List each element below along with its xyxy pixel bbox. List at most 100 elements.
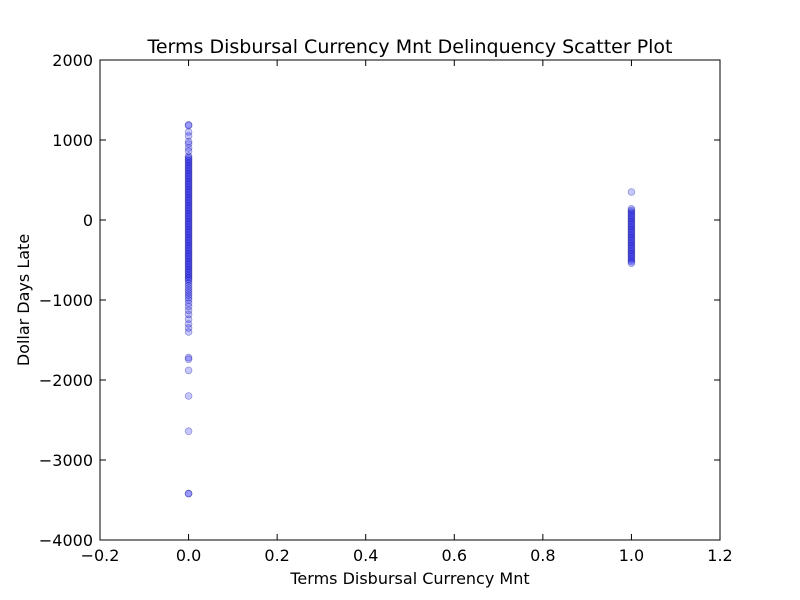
data-point xyxy=(184,182,193,191)
data-point xyxy=(627,246,636,255)
y-axis-label: Dollar Days Late xyxy=(14,234,33,366)
data-point xyxy=(184,163,193,172)
data-point xyxy=(184,281,193,290)
data-point xyxy=(184,256,193,264)
data-point xyxy=(627,217,636,226)
data-point xyxy=(184,252,193,261)
data-point xyxy=(184,171,193,180)
data-point xyxy=(184,324,193,332)
data-point xyxy=(184,241,193,250)
data-point xyxy=(184,279,193,288)
data-point xyxy=(184,206,193,215)
data-point xyxy=(184,205,193,213)
data-point xyxy=(184,121,193,130)
data-point xyxy=(184,219,193,228)
data-point xyxy=(184,246,193,255)
data-point xyxy=(184,225,193,234)
data-point xyxy=(184,181,193,189)
data-point xyxy=(184,155,193,164)
data-point xyxy=(184,248,193,256)
y-tick-label: 2000 xyxy=(52,51,93,70)
data-point xyxy=(184,224,193,232)
data-point xyxy=(184,193,193,202)
data-point xyxy=(184,189,193,197)
data-point xyxy=(184,265,193,274)
data-point xyxy=(184,275,193,284)
data-point xyxy=(184,235,193,244)
data-point xyxy=(627,224,636,232)
x-tick-label: −0.2 xyxy=(81,546,120,565)
data-point xyxy=(627,214,636,223)
plot-frame xyxy=(99,59,721,541)
data-point xyxy=(184,168,193,176)
data-point xyxy=(184,270,193,279)
data-point xyxy=(627,252,636,261)
data-point xyxy=(627,211,636,220)
data-point xyxy=(184,165,193,173)
data-point xyxy=(184,328,193,336)
data-point xyxy=(184,211,193,220)
y-tick-label: 0 xyxy=(83,211,93,230)
data-point xyxy=(627,248,636,256)
data-point xyxy=(184,427,193,436)
data-point xyxy=(627,240,636,248)
data-point xyxy=(627,188,636,196)
data-point xyxy=(627,216,636,224)
data-points xyxy=(184,121,636,498)
data-point xyxy=(184,158,193,167)
data-point xyxy=(184,296,193,304)
data-point xyxy=(184,302,193,311)
data-point xyxy=(627,225,636,234)
data-point xyxy=(184,315,193,324)
data-point xyxy=(184,214,193,223)
data-point xyxy=(184,237,193,245)
data-point xyxy=(184,121,193,129)
y-tick-label: 1000 xyxy=(52,131,93,150)
data-point xyxy=(184,144,193,152)
data-point xyxy=(184,243,193,252)
axis-ticks: −0.2 0.0 0.2 0.4 0.6 0.8 1.0 1.2 2000 1000 0 −1000 −… xyxy=(39,51,733,565)
x-tick-label: 0.8 xyxy=(530,546,555,565)
data-point xyxy=(184,174,193,183)
data-point xyxy=(184,245,193,253)
data-point xyxy=(184,249,193,258)
data-point xyxy=(184,208,193,216)
data-point xyxy=(184,166,193,175)
data-point xyxy=(627,245,636,253)
y-tick-label: −1000 xyxy=(39,291,93,310)
data-point xyxy=(184,160,193,168)
y-tick-label: −4000 xyxy=(39,531,93,550)
chart-title: Terms Disbursal Currency Mnt Delinquency… xyxy=(146,36,672,58)
data-point xyxy=(627,243,636,252)
data-point xyxy=(184,233,193,242)
data-point xyxy=(184,366,193,375)
data-point xyxy=(184,217,193,226)
data-point xyxy=(184,251,193,260)
data-point xyxy=(184,147,193,156)
data-point xyxy=(627,259,636,268)
data-point xyxy=(184,216,193,224)
data-point xyxy=(627,238,636,247)
x-tick-label: 0.4 xyxy=(353,546,378,565)
data-point xyxy=(184,272,193,280)
data-point xyxy=(184,198,193,207)
data-point xyxy=(184,273,193,282)
data-point xyxy=(184,201,193,210)
data-point xyxy=(627,219,636,228)
y-tick-label: −2000 xyxy=(39,371,93,390)
data-point xyxy=(627,205,636,213)
data-point xyxy=(184,257,193,266)
data-point xyxy=(184,229,193,237)
data-point xyxy=(184,221,193,229)
data-point xyxy=(627,213,636,221)
data-point xyxy=(627,222,636,231)
data-point xyxy=(184,195,193,204)
data-point xyxy=(184,240,193,248)
data-point xyxy=(184,284,193,292)
data-point xyxy=(184,259,193,268)
data-point xyxy=(184,192,193,200)
data-point xyxy=(184,185,193,194)
data-point xyxy=(184,262,193,271)
